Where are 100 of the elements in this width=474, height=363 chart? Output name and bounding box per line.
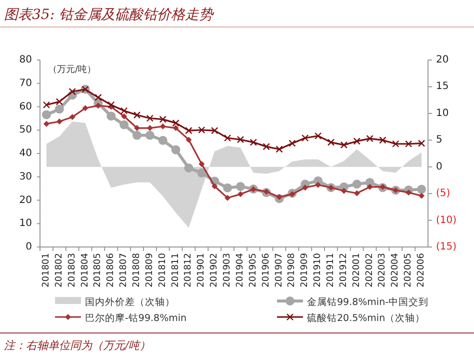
x-tick-label: 201903: [222, 253, 233, 288]
point: [236, 136, 244, 144]
point: [172, 119, 180, 127]
point: [133, 111, 141, 119]
point: [340, 141, 348, 149]
y2-tick-label: 20: [436, 54, 449, 66]
point: [250, 138, 257, 146]
point: [314, 132, 322, 140]
point: [106, 112, 116, 121]
x-tick-label: 201802: [54, 253, 64, 288]
point: [171, 145, 180, 154]
point: [145, 130, 154, 140]
x-tick-label: 201904: [235, 252, 246, 288]
point: [315, 182, 322, 188]
x-tick-label: 202003: [378, 253, 388, 288]
point: [158, 136, 168, 145]
text: 注：右轴单位同为（万元/吨）: [4, 339, 151, 352]
point: [353, 138, 360, 145]
x-tick-label: 201803: [67, 253, 78, 288]
point: [354, 190, 360, 196]
point: [211, 126, 218, 134]
x-tick-label: 201909: [300, 252, 310, 288]
point: [289, 191, 296, 198]
y-tick-label: 60: [19, 101, 32, 112]
point: [134, 125, 140, 132]
legend-label: 巴尔的摩-钴99.8%min: [85, 312, 187, 324]
x-tick-label: 201907: [274, 253, 284, 288]
x-tick-label: 201809: [144, 252, 155, 288]
point: [212, 183, 218, 190]
point: [94, 94, 102, 101]
y-tick-label: 10: [19, 218, 32, 230]
point: [198, 126, 206, 134]
x-tick-label: 201806: [106, 252, 116, 288]
point: [406, 190, 412, 196]
x-tick-label: 201805: [93, 253, 104, 288]
point: [418, 140, 426, 147]
point: [276, 146, 283, 153]
x-tick-label: 202006: [416, 252, 427, 288]
point: [302, 134, 309, 142]
point: [56, 118, 62, 124]
point: [417, 184, 426, 194]
y-axis-title: （万元/吨）: [48, 64, 96, 75]
y-tick-label: 70: [19, 78, 32, 89]
point: [185, 126, 192, 134]
x-tick-label: 202002: [364, 253, 375, 288]
point: [82, 105, 88, 112]
legend-label: 金属钴99.8%min-中国交到: [307, 296, 429, 308]
x-tick-label: 201911: [326, 253, 336, 288]
point: [224, 134, 232, 142]
point: [132, 130, 142, 140]
y-tick-label: 50: [19, 124, 32, 136]
point: [198, 161, 205, 168]
x-tick-label: 201902: [210, 253, 220, 288]
point: [160, 123, 166, 130]
y2-tick-label: (15): [436, 242, 457, 252]
x-tick-label: 201801: [41, 253, 52, 288]
point: [197, 168, 206, 178]
x-tick-label: 201910: [313, 252, 324, 288]
x-tick-label: 202005: [404, 253, 414, 288]
x-tick-label: 202004: [390, 252, 401, 288]
x-tick-label: 201812: [184, 253, 194, 288]
point: [224, 194, 231, 201]
point: [263, 188, 270, 195]
y-tick-label: 80: [19, 54, 32, 66]
point: [366, 184, 373, 190]
x-tick-label: 201810: [158, 252, 168, 288]
point: [54, 104, 64, 114]
point: [108, 101, 115, 108]
point: [392, 140, 400, 148]
x-tick-label: 201908: [287, 252, 298, 288]
point: [276, 194, 282, 200]
x-tick-label: 201804: [80, 252, 90, 288]
point: [237, 191, 244, 198]
chart-title: 图表35: 钴金属及硫酸钴价格走势: [4, 7, 215, 23]
y2-tick-label: 15: [436, 81, 449, 92]
y-tick-label: 40: [19, 148, 32, 159]
point: [262, 142, 270, 150]
point: [288, 140, 296, 147]
x-tick-label: 201912: [338, 253, 349, 288]
point: [159, 116, 166, 123]
x-tick-label: 202001: [352, 253, 362, 288]
point: [121, 113, 128, 120]
point: [43, 120, 50, 127]
point: [340, 188, 347, 194]
point: [302, 184, 308, 191]
legend-label: 硫酸钴20.5%min（次轴）: [307, 312, 426, 324]
point: [172, 125, 179, 132]
x-tick-label: 201807: [119, 253, 130, 288]
point: [223, 183, 232, 192]
point: [42, 110, 51, 120]
y2-tick-label: (5): [436, 188, 450, 200]
point: [366, 134, 374, 142]
y2-tick-label: (10): [436, 214, 457, 226]
y-tick-label: 0: [26, 242, 32, 252]
y2-tick-label: 5: [436, 134, 442, 146]
point: [352, 180, 362, 189]
point: [327, 138, 335, 146]
point: [56, 98, 63, 106]
y-tick-label: 20: [19, 194, 32, 206]
point: [418, 192, 425, 199]
